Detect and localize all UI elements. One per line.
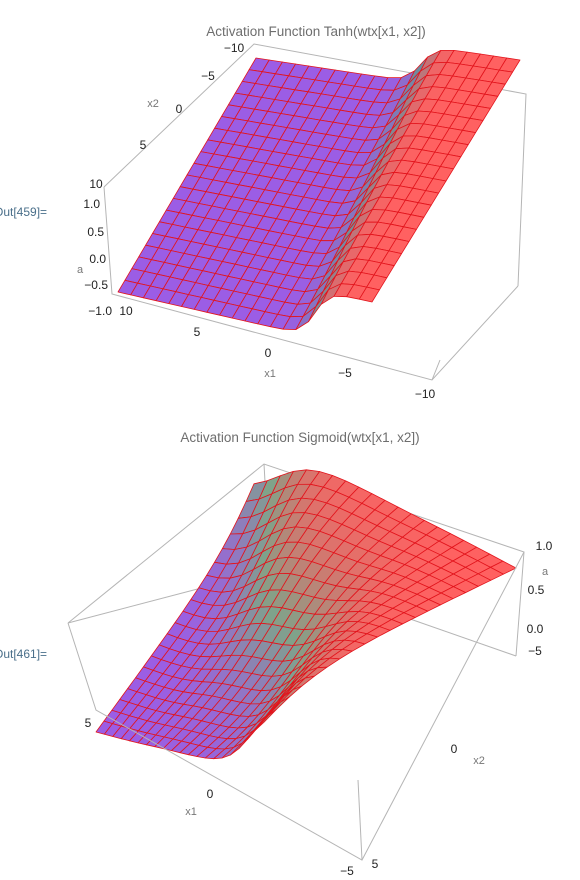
x2-tick: −5: [201, 69, 215, 83]
bounding-box-edge: [357, 779, 363, 861]
x2-tick: 5: [372, 857, 379, 871]
x1-tick: −10: [415, 387, 436, 401]
x2-tick: 10: [89, 177, 103, 191]
x2-tick: −10: [224, 41, 245, 55]
x1-axis-label: x1: [185, 806, 197, 818]
x1-tick: 10: [119, 304, 133, 318]
x1-tick: −5: [338, 366, 352, 380]
tanh-surface-plot[interactable]: Activation Function Tanh(wtx[x1, x2]) −1…: [0, 0, 580, 420]
x1-tick: 5: [85, 716, 92, 730]
a-axis-label: a: [542, 566, 549, 578]
surface-patch: [358, 286, 380, 303]
chart-title: Activation Function Tanh(wtx[x1, x2]): [206, 24, 426, 39]
bounding-box-edge: [431, 359, 441, 381]
a-tick: −0.5: [84, 278, 108, 292]
a-tick: 0.5: [87, 225, 104, 239]
surface-patch: [282, 315, 304, 331]
sigmoid-surface-plot[interactable]: Activation Function Sigmoid(wtx[x1, x2])…: [0, 420, 580, 880]
x1-axis-label: x1: [264, 368, 276, 380]
bounding-box-front: [103, 186, 519, 381]
output-cell-461: Out[461]= Activation Function Sigmoid(wt…: [0, 420, 580, 880]
a-tick: 1.0: [536, 539, 553, 553]
x2-axis-label: x2: [473, 755, 485, 767]
a-tick: −1.0: [88, 304, 112, 318]
x1-tick: −5: [340, 864, 354, 878]
x1-tick: 0: [207, 787, 214, 801]
x2-tick: −5: [528, 644, 542, 658]
bounding-box-front: [67, 551, 525, 861]
a-axis-label: a: [77, 264, 84, 276]
output-cell-459: Out[459]= Activation Function Tanh(wtx[x…: [0, 0, 580, 420]
x1-tick: 5: [194, 325, 201, 339]
a-tick: 0.0: [89, 252, 106, 266]
out-label: Out[459]=: [0, 205, 48, 219]
out-label: Out[461]=: [0, 647, 48, 661]
x2-tick: 0: [451, 742, 458, 756]
a-tick: 0.5: [528, 583, 545, 597]
x2-tick: 0: [176, 102, 183, 116]
a-tick: 0.0: [527, 622, 544, 636]
x1-tick: 0: [265, 346, 272, 360]
chart-title: Activation Function Sigmoid(wtx[x1, x2]): [180, 430, 419, 445]
x2-axis-label: x2: [147, 98, 159, 110]
x2-tick: 5: [140, 138, 147, 152]
surface-patch: [196, 746, 217, 759]
a-tick: 1.0: [83, 197, 100, 211]
sigmoid-surface: [95, 469, 517, 760]
bounding-box-back: [103, 43, 527, 287]
tanh-surface: [117, 50, 521, 331]
